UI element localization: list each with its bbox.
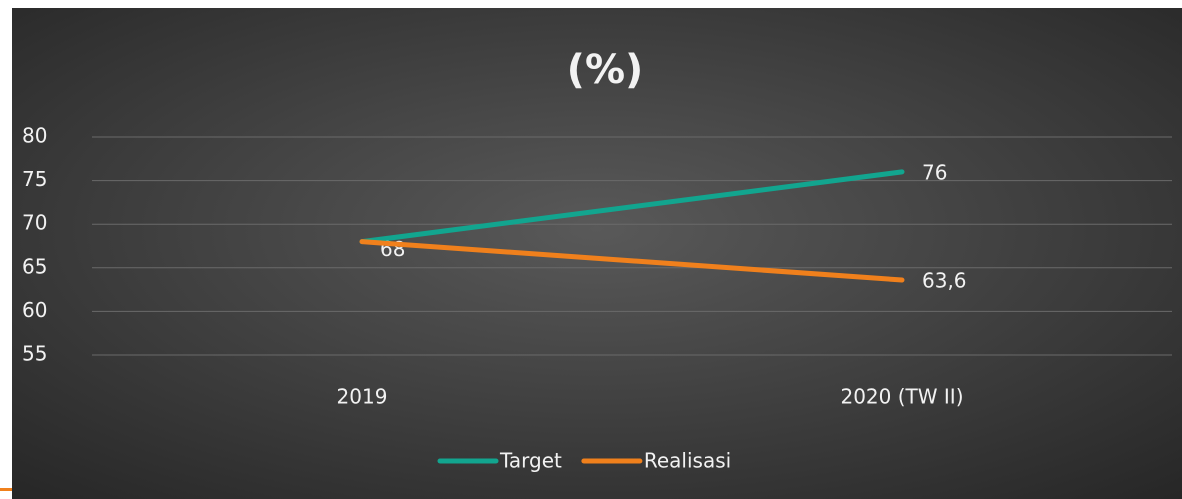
- x-tick-label: 2019: [337, 385, 388, 409]
- accent: [0, 488, 12, 491]
- chart-title: (%): [567, 47, 644, 93]
- line-series: [359, 169, 905, 245]
- y-tick-label: 70: [22, 211, 47, 235]
- chart-background: [12, 8, 1182, 499]
- y-tick-label: 65: [22, 254, 47, 278]
- legend-label: Realisasi: [644, 449, 731, 473]
- y-tick-label: 55: [22, 342, 47, 366]
- y-tick-label: 80: [22, 124, 47, 148]
- data-label: 76: [922, 160, 947, 184]
- line-series: [359, 239, 905, 283]
- y-tick-label: 75: [22, 167, 47, 191]
- y-tick-label: 60: [22, 298, 47, 322]
- legend-label: Target: [499, 449, 562, 473]
- x-tick-label: 2020 (TW II): [840, 385, 963, 409]
- data-label: 63,6: [922, 269, 967, 293]
